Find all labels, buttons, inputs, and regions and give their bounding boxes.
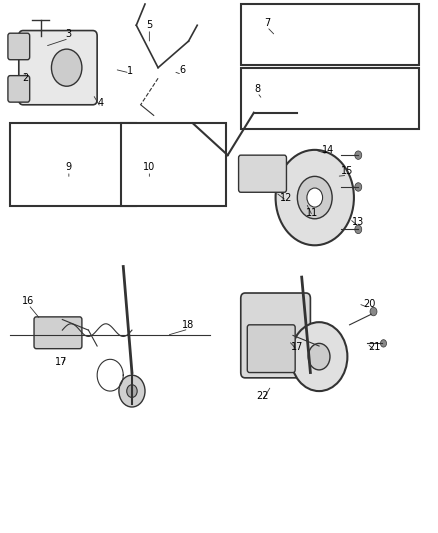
FancyBboxPatch shape	[154, 128, 203, 201]
Text: 2: 2	[22, 73, 28, 83]
Text: 7: 7	[264, 18, 270, 28]
Bar	[241, 68, 419, 128]
FancyBboxPatch shape	[19, 30, 97, 105]
Text: 5: 5	[146, 20, 152, 30]
Ellipse shape	[352, 88, 379, 108]
FancyBboxPatch shape	[8, 33, 30, 60]
Circle shape	[381, 340, 387, 347]
Text: 1: 1	[127, 67, 133, 76]
Text: 8: 8	[254, 84, 260, 94]
Circle shape	[370, 308, 377, 316]
Ellipse shape	[335, 75, 397, 121]
Text: 3: 3	[66, 29, 72, 39]
FancyBboxPatch shape	[247, 325, 295, 373]
Ellipse shape	[266, 22, 287, 41]
Ellipse shape	[313, 13, 354, 56]
Text: 4: 4	[98, 98, 104, 108]
Bar	[10, 123, 136, 206]
Text: 22: 22	[256, 391, 269, 401]
Text: 12: 12	[280, 192, 293, 203]
Circle shape	[291, 322, 347, 391]
Ellipse shape	[263, 75, 325, 121]
Text: 11: 11	[307, 208, 319, 219]
FancyBboxPatch shape	[31, 167, 65, 182]
Text: 6: 6	[179, 66, 185, 75]
Text: 10: 10	[143, 162, 155, 172]
FancyBboxPatch shape	[31, 149, 60, 164]
Ellipse shape	[259, 13, 300, 56]
Text: 15: 15	[341, 166, 353, 176]
Text: 16: 16	[22, 296, 35, 306]
Circle shape	[308, 343, 330, 370]
Text: 9: 9	[66, 162, 72, 172]
Bar	[241, 4, 419, 65]
FancyBboxPatch shape	[241, 293, 311, 378]
Ellipse shape	[319, 22, 341, 41]
Text: 17: 17	[291, 342, 304, 352]
Text: 21: 21	[369, 342, 381, 352]
Circle shape	[355, 183, 362, 191]
Circle shape	[297, 176, 332, 219]
Circle shape	[307, 188, 322, 207]
FancyBboxPatch shape	[160, 152, 198, 195]
Polygon shape	[84, 129, 97, 147]
Ellipse shape	[360, 13, 400, 56]
FancyBboxPatch shape	[31, 183, 73, 198]
Circle shape	[119, 375, 145, 407]
Text: 13: 13	[352, 217, 364, 228]
FancyBboxPatch shape	[31, 132, 71, 147]
FancyBboxPatch shape	[94, 127, 126, 149]
Circle shape	[276, 150, 354, 245]
Ellipse shape	[366, 22, 387, 41]
FancyBboxPatch shape	[94, 158, 126, 180]
Text: 14: 14	[321, 145, 334, 155]
Circle shape	[51, 49, 82, 86]
FancyBboxPatch shape	[34, 317, 82, 349]
Circle shape	[355, 225, 362, 233]
Ellipse shape	[281, 88, 307, 108]
Text: 18: 18	[182, 320, 194, 330]
FancyBboxPatch shape	[151, 152, 189, 195]
Circle shape	[127, 385, 137, 398]
Text: 17: 17	[55, 357, 67, 367]
Circle shape	[355, 151, 362, 159]
Polygon shape	[84, 159, 97, 178]
Text: 20: 20	[363, 298, 375, 309]
FancyBboxPatch shape	[146, 128, 194, 201]
Bar	[121, 123, 226, 206]
FancyBboxPatch shape	[239, 155, 286, 192]
FancyBboxPatch shape	[8, 76, 30, 102]
